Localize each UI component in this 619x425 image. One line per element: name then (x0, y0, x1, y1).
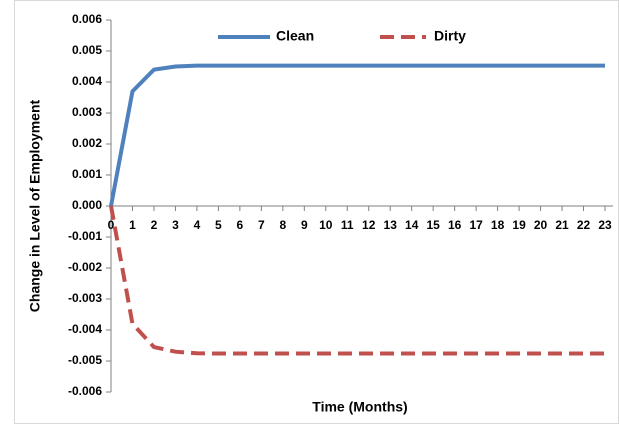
x-tick-label: 22 (577, 218, 591, 232)
y-tick-label: -0.002 (68, 260, 102, 274)
x-tick-label: 16 (448, 218, 462, 232)
x-tick-label: 5 (215, 218, 222, 232)
y-tick-label: -0.004 (68, 322, 102, 336)
x-tick-label: 6 (237, 218, 244, 232)
y-tick-label: 0.004 (72, 74, 102, 88)
y-tick-label: 0.003 (72, 105, 102, 119)
y-tick-label: 0.002 (72, 136, 102, 150)
y-tick-label: -0.003 (68, 291, 102, 305)
x-tick-label: 9 (301, 218, 308, 232)
x-tick-label: 21 (555, 218, 569, 232)
x-axis-title: Time (Months) (312, 399, 407, 415)
x-tick-label: 13 (384, 218, 398, 232)
x-tick-label: 0 (108, 218, 115, 232)
x-tick-label: 7 (258, 218, 265, 232)
series-line (109, 63, 605, 207)
y-tick-label: -0.001 (68, 229, 102, 243)
y-tick-label: -0.005 (68, 353, 102, 367)
legend-label: Clean (276, 28, 314, 44)
x-tick-label: 2 (151, 218, 158, 232)
series-line (109, 205, 605, 356)
x-tick-label: 14 (405, 218, 419, 232)
x-tick-label: 3 (172, 218, 179, 232)
y-tick-label: 0.000 (72, 198, 102, 212)
x-tick-label: 18 (491, 218, 505, 232)
y-tick-label: -0.006 (68, 384, 102, 398)
x-tick-label: 17 (469, 218, 483, 232)
x-tick-label: 8 (279, 218, 286, 232)
y-tick-label: 0.006 (72, 12, 102, 26)
x-tick-label: 12 (362, 218, 376, 232)
y-tick-label: 0.005 (72, 43, 102, 57)
y-axis-title: Change in Level of Employment (27, 99, 43, 312)
x-tick-label: 10 (319, 218, 333, 232)
y-tick-label: 0.001 (72, 167, 102, 181)
x-tick-label: 4 (194, 218, 201, 232)
x-tick-label: 20 (534, 218, 548, 232)
x-tick-label: 19 (512, 218, 526, 232)
x-tick-label: 11 (341, 218, 354, 232)
legend-label: Dirty (434, 28, 466, 44)
x-tick-label: 15 (426, 218, 440, 232)
x-tick-label: 1 (129, 218, 136, 232)
x-tick-label: 23 (598, 218, 612, 232)
